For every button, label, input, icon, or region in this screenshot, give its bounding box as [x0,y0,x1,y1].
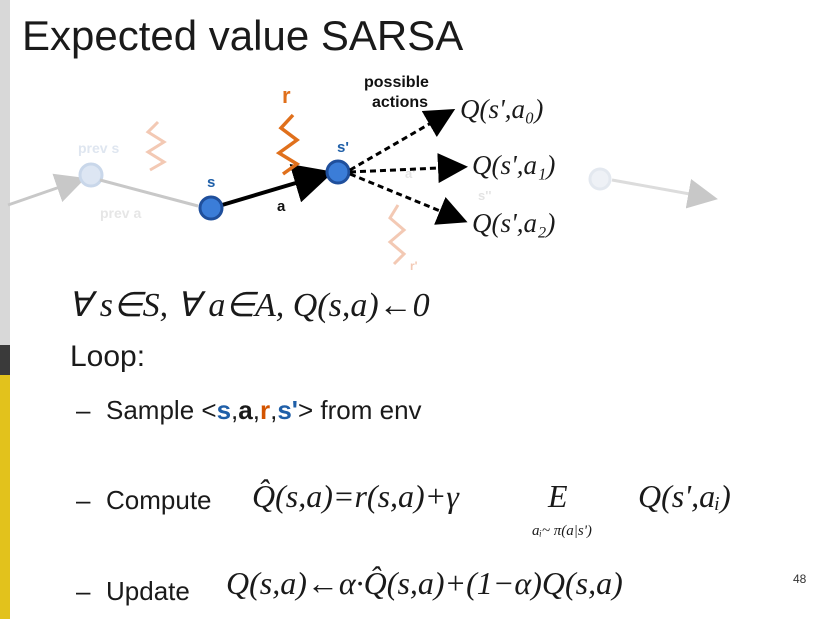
possible-action-arrow-0 [349,108,456,172]
bullet-dash: – [76,576,91,606]
loop-label: Loop: [70,340,146,373]
faded-next-node [588,167,612,191]
bullet-compute: – Compute [76,485,212,516]
sample-prefix: Sample < [106,395,217,425]
bullet-update: – Update [76,576,190,607]
q-label-1: Q(s',a₁) [472,150,555,180]
faded-prev-a-arrow [99,178,199,208]
bullet-sample: – Sample <s,a,r,s'> from env [76,395,422,426]
possible-action-arrow-2 [349,172,468,225]
compute-formula-tail: Q(s',aᵢ) [638,478,731,514]
sample-suffix: > from env [298,395,422,425]
comma: , [270,395,278,425]
left-edge-strip-dark [0,345,10,375]
comma: , [231,395,239,425]
possible-actions-line2: actions [372,94,428,111]
faded-s-label: s'' [478,188,491,203]
bullet-dash: – [76,395,91,425]
faded-next-arrow [611,178,718,209]
update-label: Update [106,576,190,606]
state-s-node [198,195,224,221]
left-edge-strip-yellow [0,375,10,619]
possible-action-arrow-1 [349,153,468,184]
faded-prev-s-label: prev s [78,140,119,156]
action-arrow [211,163,334,210]
faded-prev-node [78,162,104,188]
sample-s: s [216,395,232,425]
faded-r-label: r' [410,259,418,273]
action-label: a [277,198,286,215]
q-label-0: Q(s',a₀) [460,94,543,124]
update-formula: Q(s,a)←α·Q̂(s,a)+(1−α)Q(s,a) [226,565,623,601]
page-number: 48 [793,572,807,586]
compute-label: Compute [106,485,212,515]
state-s-prime-label: s' [337,139,349,156]
bullet-dash: – [76,485,91,515]
state-s-prime-node [325,159,351,185]
sample-r: r [259,395,271,425]
comma: , [252,395,260,425]
left-edge-strip [0,0,10,345]
compute-expectation-E: E [548,478,568,514]
reward-label: r [282,83,291,108]
state-s-label: s [207,174,215,191]
faded-a-label: a' [405,166,415,181]
faded-prev-a-label: prev a [100,205,141,221]
faded-reward-zigzag [145,120,167,172]
sarsa-diagram: prev s prev a a' s'' r' s s' a r possibl… [7,74,718,273]
init-formula: ∀ s∈S, ∀ a∈A, Q(s,a)←0 [68,287,430,324]
q-label-2: Q(s',a₂) [472,208,555,238]
slide-title: Expected value SARSA [22,12,464,59]
sample-s-prime: s' [277,395,298,425]
compute-expectation-subscript: aᵢ~ π(a|s') [532,523,592,539]
faded-reward-zigzag-2 [387,204,407,266]
reward-zigzag [275,113,301,176]
sample-a: a [238,395,253,425]
compute-formula: Q̂(s,a)=r(s,a)+γ [252,478,459,514]
possible-actions-line1: possible [364,74,429,91]
faded-prev-arrow [7,173,86,207]
